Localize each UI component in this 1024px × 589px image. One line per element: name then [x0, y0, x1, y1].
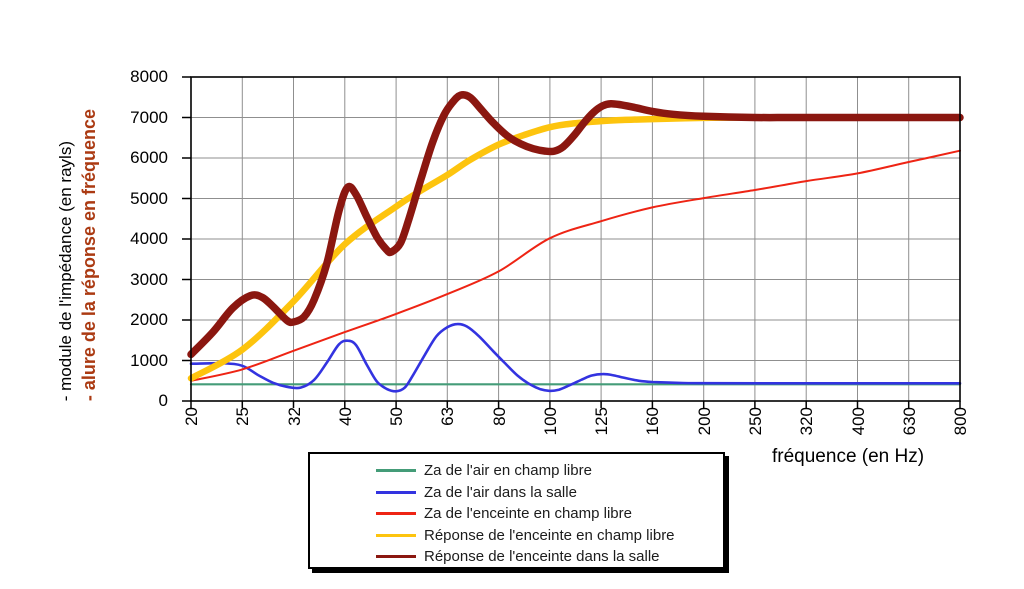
legend-label: Za de l'enceinte en champ libre — [424, 505, 632, 523]
y-tick-label: 2000 — [130, 310, 168, 329]
legend-line-reponse-enceinte-salle — [376, 555, 416, 559]
x-tick-label: 160 — [643, 407, 663, 436]
y-tick-label: 0 — [158, 391, 168, 410]
legend-item-reponse-enceinte-champ-libre: Réponse de l'enceinte en champ libre — [376, 525, 723, 547]
y-tick-label: 1000 — [130, 350, 168, 370]
x-tick-label: 200 — [694, 407, 714, 436]
x-tick-label: 250 — [745, 407, 765, 436]
x-tick-label: 25 — [233, 407, 253, 426]
legend-line-za-air-champ-libre — [376, 469, 416, 473]
y-tick-label: 6000 — [130, 148, 168, 167]
x-tick-label: 400 — [848, 407, 868, 436]
x-tick-label: 50 — [387, 407, 407, 426]
curves — [187, 91, 964, 393]
x-tick-label: 32 — [284, 407, 304, 426]
legend-label: Réponse de l'enceinte en champ libre — [424, 526, 675, 544]
y-axis-title-impedance: - module de l'impédance (en rayls) — [56, 140, 75, 401]
y-tick-label: 3000 — [130, 269, 168, 289]
legend-item-za-air-champ-libre: Za de l'air en champ libre — [376, 460, 723, 482]
y-tick-label: 5000 — [130, 188, 168, 208]
x-tick-label: 80 — [489, 407, 509, 426]
legend-item-za-air-salle: Za de l'air dans la salle — [376, 482, 723, 504]
y-tick-label: 4000 — [130, 229, 168, 248]
legend-line-za-air-salle — [376, 490, 416, 494]
legend-line-za-enceinte-champ-libre — [376, 512, 416, 516]
legend-item-za-enceinte-champ-libre: Za de l'enceinte en champ libre — [376, 503, 723, 525]
curve-reponse-enceinte-salle — [187, 91, 964, 359]
curve-reponse-enceinte-champ-libre — [187, 114, 964, 382]
legend-label: Za de l'air en champ libre — [424, 462, 592, 480]
curve-za-enceinte-champ-libre — [190, 149, 961, 382]
x-tick-label: 800 — [951, 407, 970, 436]
legend-label: Za de l'air dans la salle — [424, 483, 577, 501]
x-tick-label: 125 — [592, 407, 612, 436]
x-tick-label: 20 — [182, 407, 201, 426]
curve-za-air-salle — [189, 322, 962, 393]
y-tick-label: 7000 — [130, 107, 168, 127]
legend-label: Réponse de l'enceinte dans la salle — [424, 548, 660, 566]
legend-box: Za de l'air en champ libre Za de l'air da… — [308, 452, 725, 569]
legend-line-reponse-enceinte-champ-libre — [376, 533, 416, 537]
x-tick-label: 630 — [899, 407, 919, 436]
x-tick-label: 63 — [438, 407, 458, 426]
y-tick-label: 8000 — [130, 67, 168, 86]
plot-frame — [190, 76, 961, 402]
legend-item-reponse-enceinte-salle: Réponse de l'enceinte dans la salle — [376, 546, 723, 568]
y-axis-title-response: - alure de la réponse en fréquence — [79, 108, 99, 401]
x-tick-label: 100 — [540, 407, 560, 436]
axis-ticks — [182, 76, 961, 408]
x-tick-label: 40 — [335, 407, 355, 426]
x-axis-title: fréquence (en Hz) — [772, 446, 925, 467]
x-tick-label: 320 — [797, 407, 817, 436]
